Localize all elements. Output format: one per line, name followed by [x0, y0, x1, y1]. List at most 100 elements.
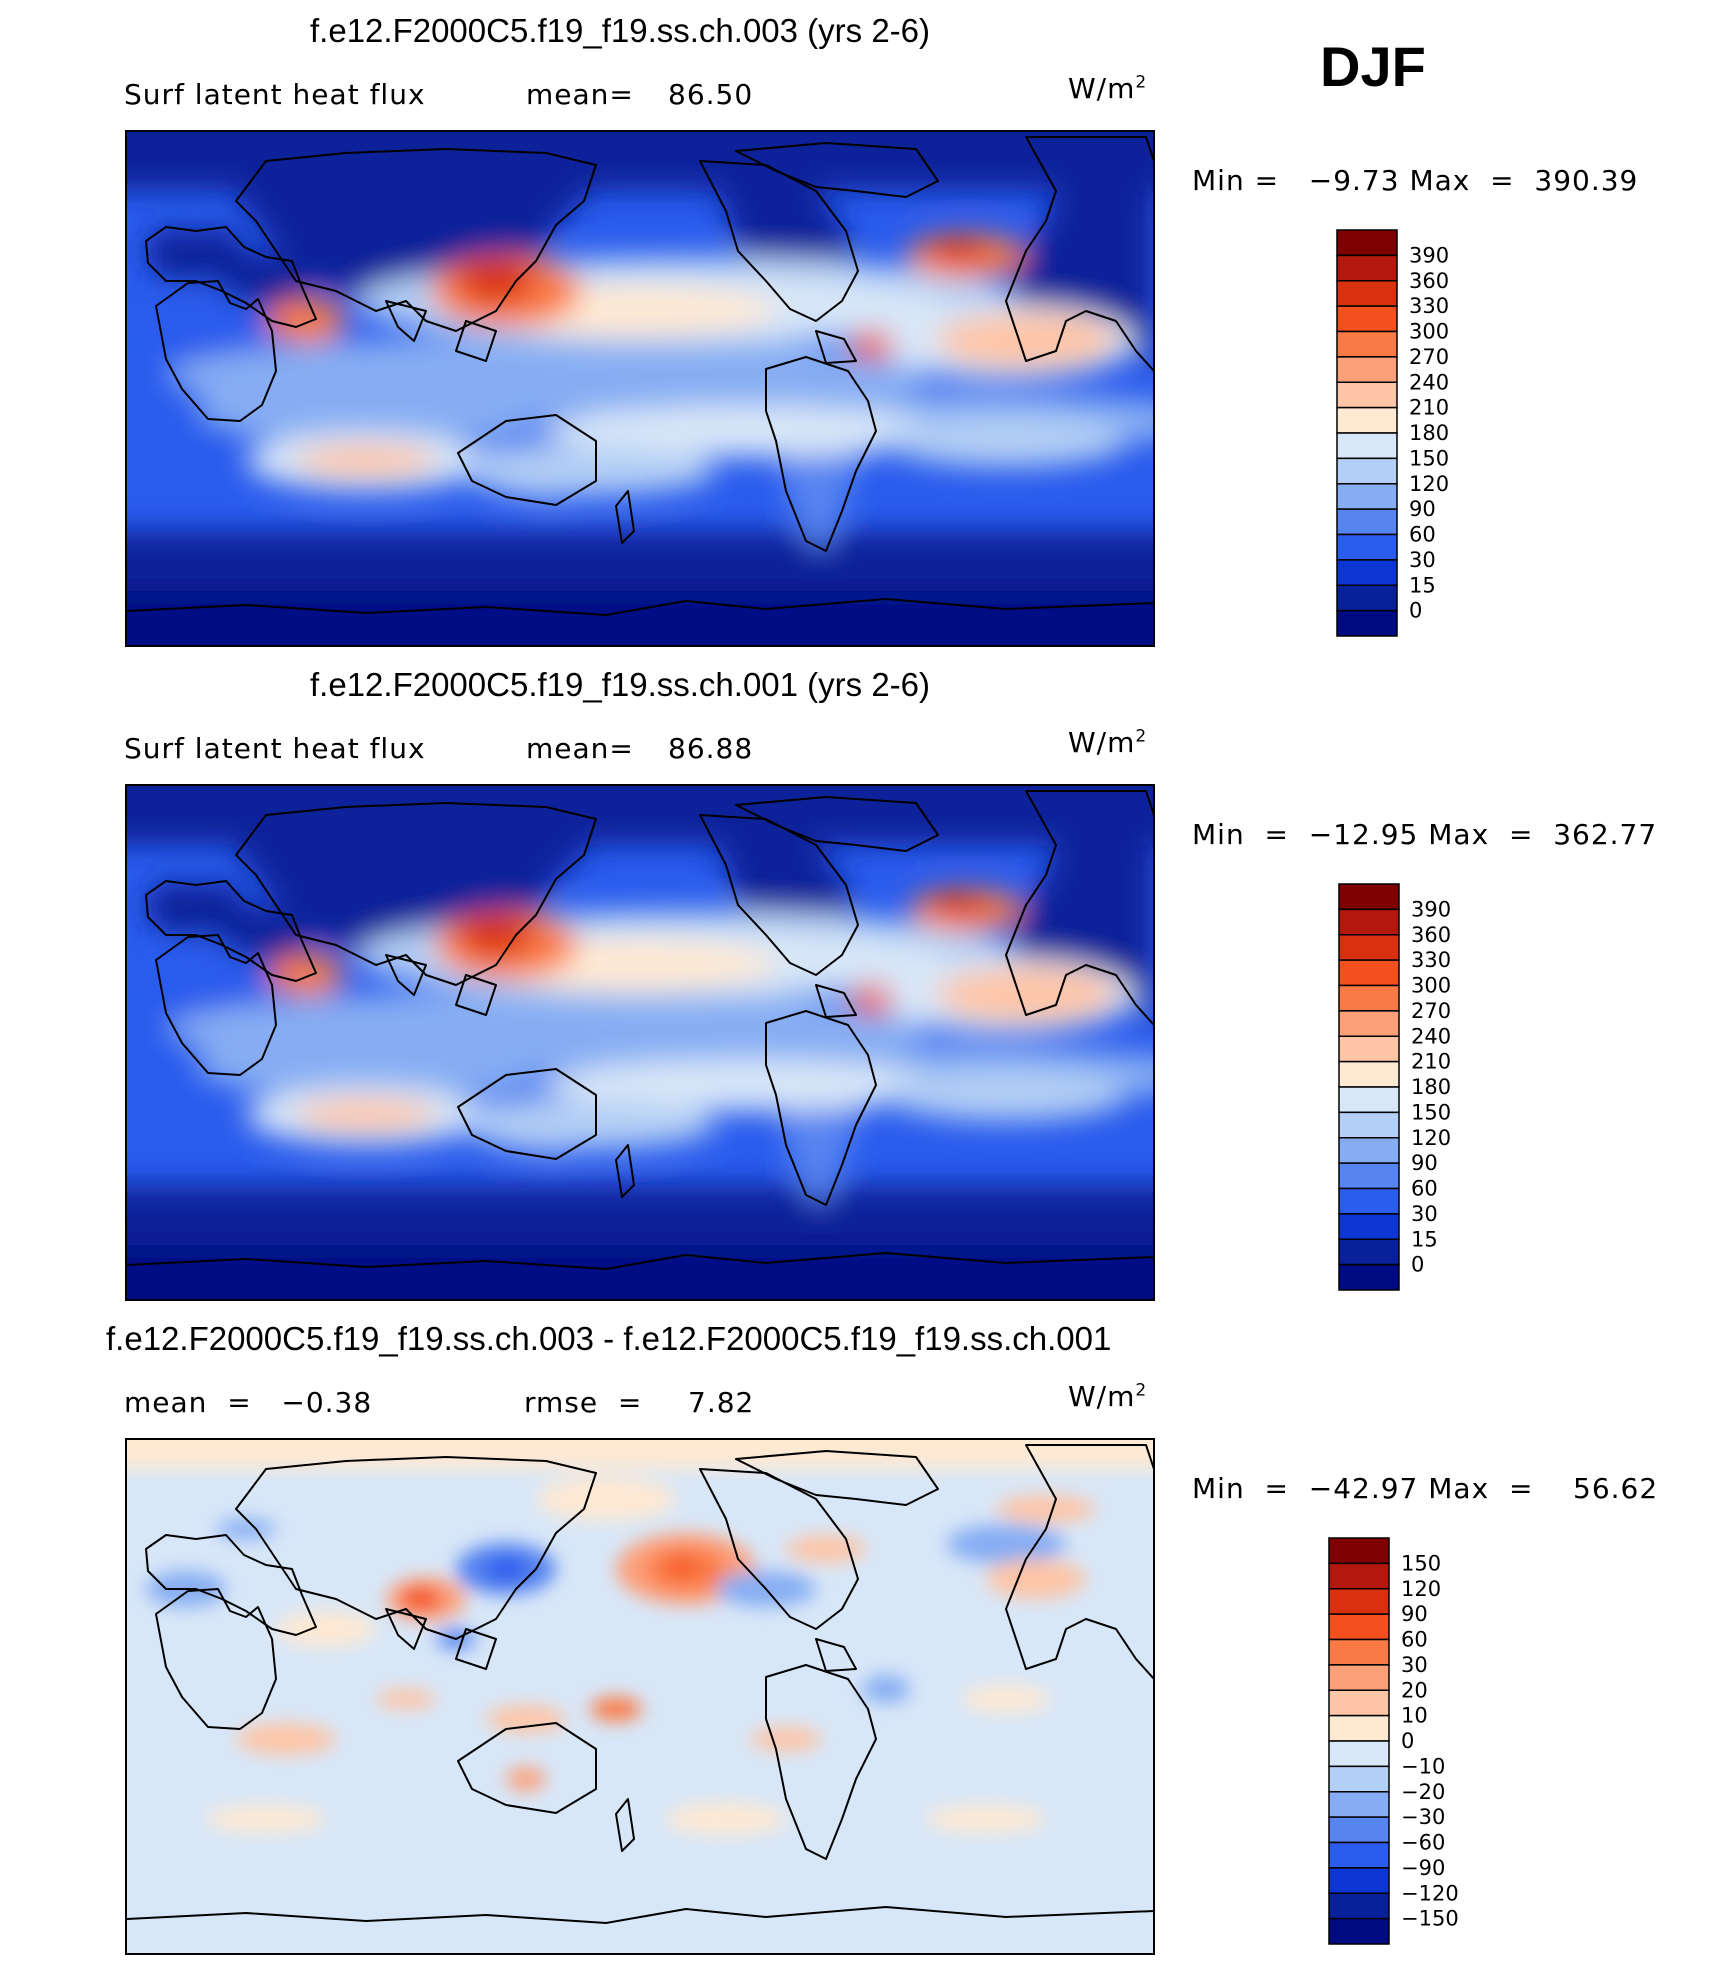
coastline-7	[699, 160, 859, 322]
colorbar-3-box-0	[1328, 1537, 1390, 1565]
coastline-5	[457, 1068, 597, 1160]
colorbar-1-box-12	[1336, 533, 1398, 561]
colorbar-1-box-13	[1336, 559, 1398, 586]
coastline-3	[385, 954, 427, 996]
coastline-8	[735, 1450, 939, 1506]
colorbar-3-box-9	[1328, 1765, 1390, 1793]
colorbar-1-label-11: 60	[1409, 523, 1436, 547]
colorbar-1-box-1	[1336, 254, 1398, 282]
colorbar-2-box-2	[1338, 934, 1400, 961]
colorbar-3-box-10	[1328, 1791, 1390, 1818]
coastline-6	[615, 490, 635, 544]
colorbar-1-label-8: 150	[1409, 446, 1449, 470]
colorbar-2-label-3: 300	[1411, 974, 1451, 998]
colorbar-1-label-0: 390	[1409, 243, 1449, 267]
panel-1-minmax: Min = −9.73 Max = 390.39	[1192, 164, 1639, 197]
coastline-6	[615, 1798, 635, 1852]
colorbar-2-label-5: 240	[1411, 1024, 1451, 1048]
colorbar-3-label-9: −20	[1401, 1780, 1445, 1804]
colorbar-1-box-11	[1336, 508, 1398, 536]
colorbar-1-box-9	[1336, 457, 1398, 485]
colorbar-2-box-12	[1338, 1187, 1400, 1215]
colorbar-2-box-1	[1338, 908, 1400, 936]
coastline-12	[126, 1252, 1154, 1300]
colorbar-1-box-6	[1336, 381, 1398, 409]
colorbar-3-label-12: −90	[1401, 1856, 1445, 1880]
colorbar-1-box-10	[1336, 483, 1398, 510]
coastline-6	[615, 1144, 635, 1198]
coastline-12	[126, 598, 1154, 646]
colorbar-1-label-5: 240	[1409, 370, 1449, 394]
colorbar-1-label-10: 90	[1409, 497, 1436, 521]
coastline-1	[145, 226, 317, 328]
panel-1-units-exponent: 2	[1135, 72, 1148, 93]
colorbar-3-box-15	[1328, 1917, 1390, 1945]
colorbar-2-label-10: 90	[1411, 1151, 1438, 1175]
panel-2-minmax: Min = −12.95 Max = 362.77	[1192, 818, 1658, 851]
panel-3-mean-label: mean = −0.38	[124, 1386, 373, 1419]
colorbar-2-label-11: 60	[1411, 1177, 1438, 1201]
colorbar-1-box-3	[1336, 305, 1398, 333]
coastline-4	[455, 974, 497, 1016]
coastline-2	[235, 802, 597, 986]
panel-1-mean-label: mean=	[526, 78, 634, 111]
coastline-10	[765, 1664, 877, 1860]
flux-field	[126, 785, 1154, 1300]
colorbar-2-box-0	[1338, 883, 1400, 911]
panel-2-units: W/m2	[1068, 726, 1147, 759]
colorbar-3-box-11	[1328, 1816, 1390, 1844]
colorbar-1-box-5	[1336, 356, 1398, 383]
panel-2-units-base: W/m	[1068, 726, 1136, 759]
coastline-0	[155, 280, 277, 422]
map-frame-3	[125, 1438, 1155, 1955]
colorbar-2-box-3	[1338, 959, 1400, 987]
panel-1-units: W/m2	[1068, 72, 1147, 105]
season-label: DJF	[1320, 35, 1426, 98]
panel-2-mean-value: 86.88	[668, 732, 754, 765]
colorbar-3-box-2	[1328, 1588, 1390, 1615]
colorbar-3-label-13: −120	[1401, 1881, 1459, 1905]
coastline-4	[455, 320, 497, 362]
colorbar-3-box-14	[1328, 1892, 1390, 1920]
colorbar-1-label-3: 300	[1409, 320, 1449, 344]
panel-3-units: W/m2	[1068, 1380, 1147, 1413]
colorbar-3-box-7	[1328, 1714, 1390, 1742]
diff-field	[126, 1439, 1154, 1835]
coastline-11	[1005, 136, 1154, 372]
colorbar-2-box-4	[1338, 984, 1400, 1012]
coastline-3	[385, 300, 427, 342]
panel-1-title: f.e12.F2000C5.f19_f19.ss.ch.003 (yrs 2-6…	[310, 12, 931, 49]
colorbar-2-label-14: 0	[1411, 1253, 1424, 1277]
panel-3-rmse-label: rmse =	[524, 1386, 643, 1419]
coastline-10	[765, 1010, 877, 1206]
coastline-outlines	[126, 136, 1154, 646]
colorbar-2-label-2: 330	[1411, 948, 1451, 972]
colorbar-2-label-12: 30	[1411, 1202, 1438, 1226]
colorbar-3-label-5: 20	[1401, 1678, 1428, 1702]
coastline-1	[145, 880, 317, 982]
colorbar-2-box-15	[1338, 1263, 1400, 1291]
colorbar-3-label-1: 120	[1401, 1577, 1441, 1601]
panel-3-rmse-value: 7.82	[688, 1386, 755, 1419]
colorbar-1-label-14: 0	[1409, 599, 1422, 623]
flux-field	[126, 131, 1154, 646]
colorbar-1-box-7	[1336, 406, 1398, 434]
coastline-2	[235, 148, 597, 332]
colorbar-3-box-4	[1328, 1638, 1390, 1666]
colorbar-1-label-13: 15	[1409, 573, 1436, 597]
colorbar-1-label-9: 120	[1409, 472, 1449, 496]
coastline-5	[457, 1722, 597, 1814]
coastline-outlines	[126, 1444, 1154, 1954]
panel-3-units-base: W/m	[1068, 1380, 1136, 1413]
colorbar-2-box-10	[1338, 1137, 1400, 1164]
colorbar-3-label-0: 150	[1401, 1551, 1441, 1575]
coastline-1	[145, 1534, 317, 1636]
coastline-7	[699, 814, 859, 976]
panel-2-mean-label: mean=	[526, 732, 634, 765]
colorbar-2-label-8: 150	[1411, 1100, 1451, 1124]
colorbar-2-box-14	[1338, 1238, 1400, 1266]
colorbar-2-label-7: 180	[1411, 1075, 1451, 1099]
